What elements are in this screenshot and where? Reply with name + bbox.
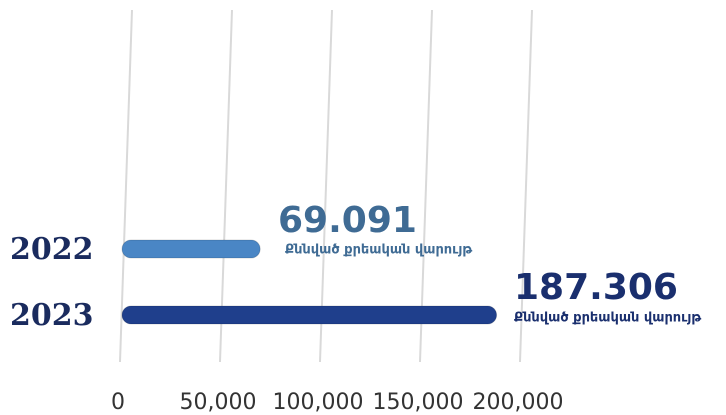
y-tick-label: 2023	[10, 298, 94, 333]
x-tick-label: 200,000	[473, 390, 564, 415]
x-tick-label: 150,000	[373, 390, 464, 415]
grid-line	[419, 9, 433, 363]
grid-line	[119, 9, 133, 363]
grid-line	[319, 9, 333, 363]
bar	[121, 305, 498, 325]
x-tick-label: 0	[111, 390, 125, 415]
x-tick-label: 100,000	[273, 390, 364, 415]
grid-line	[519, 9, 533, 363]
value-label: 187.306	[514, 267, 678, 308]
annotation: Քննված քրեական վարույթ	[514, 311, 701, 326]
grid-line	[219, 9, 233, 363]
y-tick-label: 2022	[10, 232, 94, 267]
annotation: Քննված քրեական վարույթ	[285, 243, 472, 258]
x-tick-label: 50,000	[180, 390, 257, 415]
bar	[121, 239, 261, 259]
value-label: 69.091	[278, 200, 417, 241]
